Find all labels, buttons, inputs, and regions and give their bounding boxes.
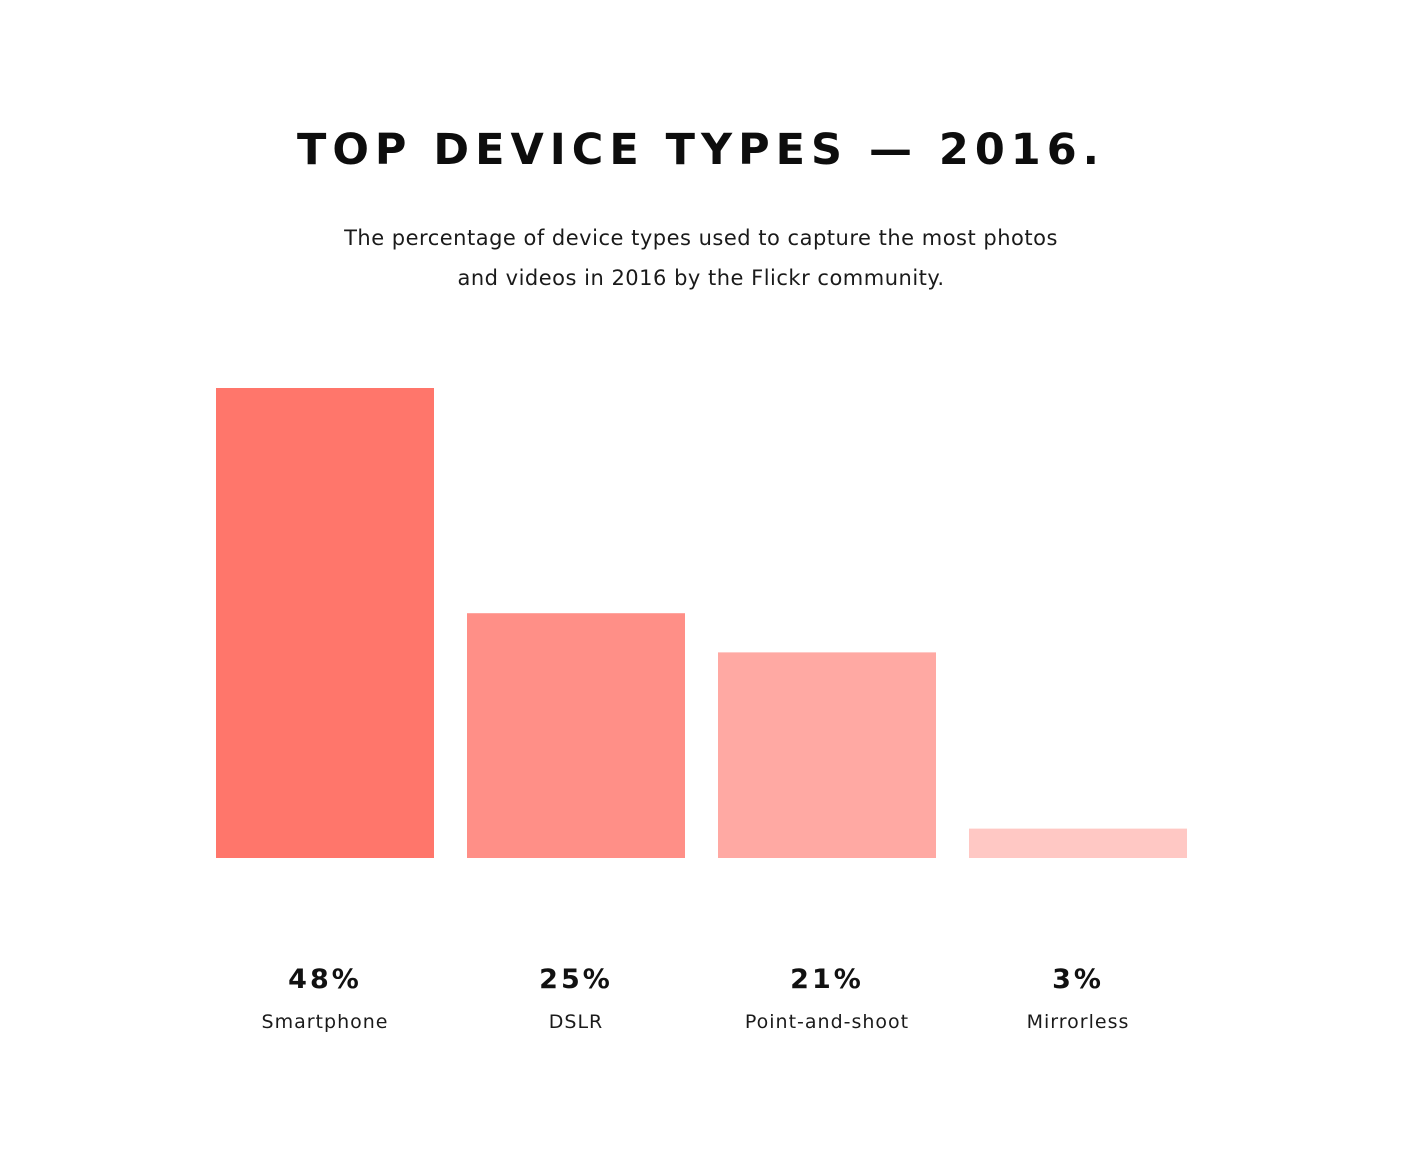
category-label-smartphone: Smartphone bbox=[262, 1011, 389, 1033]
bar-smartphone bbox=[216, 388, 434, 858]
labels-group: 48% Smartphone 25% DSLR 21% Point-and-shoot 3%… bbox=[262, 964, 1130, 1033]
category-label-mirrorless: Mirrorless bbox=[1027, 1011, 1130, 1033]
value-label-smartphone: 48% bbox=[288, 964, 362, 995]
chart-title: TOP DEVICE TYPES — 2016. bbox=[297, 125, 1105, 175]
value-label-dslr: 25% bbox=[539, 964, 613, 995]
bar-dslr bbox=[467, 613, 685, 858]
value-label-point-and-shoot: 21% bbox=[790, 964, 864, 995]
bar-mirrorless bbox=[969, 828, 1187, 858]
value-label-mirrorless: 3% bbox=[1052, 964, 1104, 995]
bar-point-and-shoot bbox=[718, 652, 936, 858]
chart-subtitle: The percentage of device types used to c… bbox=[344, 226, 1058, 290]
bars-group bbox=[216, 388, 1187, 858]
category-label-point-and-shoot: Point-and-shoot bbox=[745, 1011, 909, 1033]
category-label-dslr: DSLR bbox=[549, 1011, 603, 1033]
